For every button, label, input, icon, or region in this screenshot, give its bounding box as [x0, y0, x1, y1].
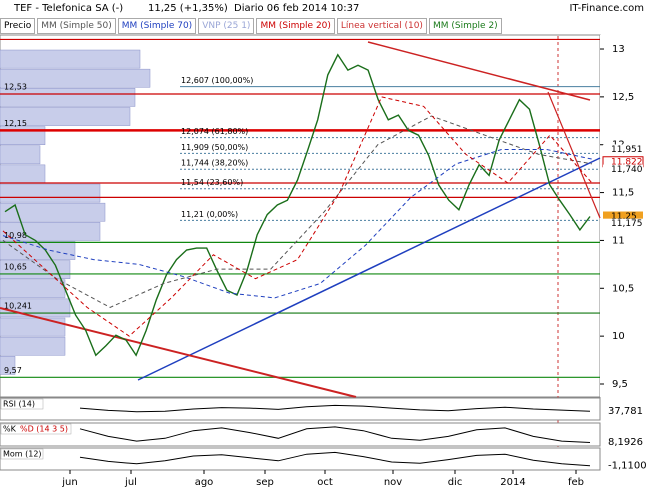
legend-item: MM (Simple 50): [37, 18, 116, 34]
price-tag-label: 11,740: [611, 165, 643, 175]
trend-line: [0, 307, 357, 398]
fib-label: 12,607 (100,00%): [181, 76, 253, 85]
series-line: [2, 96, 593, 337]
fib-label: 11,909 (50,00%): [181, 143, 248, 152]
volume-bar: [0, 164, 46, 184]
legend: Precio MM (Simple 50) MM (Simple 70) VNP (2…: [0, 18, 600, 34]
x-tick-label: jul: [124, 477, 137, 488]
volume-bar: [0, 68, 151, 88]
indicator-value: 37,781: [608, 406, 643, 417]
panel-label-bg: [0, 398, 44, 410]
volume-bar: [0, 183, 101, 203]
level-label: 10,98: [4, 231, 27, 240]
period: Diario 06 feb 2014 10:37: [234, 3, 360, 14]
indicator-line: [79, 451, 591, 467]
panel-frame: [0, 422, 601, 447]
legend-item: VNP (25 1): [198, 18, 255, 34]
price-tag-label: 11,822: [611, 157, 643, 167]
y-tick-label: 12,5: [612, 92, 634, 103]
y-tick-label: 13: [612, 44, 625, 55]
series-line: [2, 149, 593, 299]
panel-label-bg: [0, 448, 44, 460]
indicator-line: [79, 426, 591, 443]
price-tag-label: 11,25: [611, 212, 637, 222]
y-tick-label: 11,5: [612, 188, 634, 199]
x-tick-label: dic: [448, 477, 463, 488]
indicator-value: -1,1100: [608, 461, 647, 472]
y-tick-label: 10: [612, 331, 625, 342]
price-tag: [603, 164, 643, 175]
fib-label: 12,074 (61,80%): [181, 127, 248, 136]
header: TEF - Telefonica SA (-) 11,25 (+1,35%) D…: [0, 0, 650, 18]
volume-bar: [0, 356, 16, 375]
panel-title: RSI (14): [3, 400, 35, 409]
x-tick-label: ago: [195, 477, 214, 488]
x-tick-label: 2014: [500, 477, 525, 488]
legend-item: Línea vertical (10): [336, 18, 427, 34]
x-tick-label: nov: [384, 477, 402, 488]
price-tag-label: 11,175: [611, 219, 643, 229]
level-label: 9,57: [4, 366, 22, 375]
legend-item: MM (Simple 20): [256, 18, 335, 34]
x-tick-label: jun: [61, 477, 77, 488]
volume-bar: [0, 88, 136, 107]
x-tick-label: oct: [317, 477, 333, 488]
indicator-value: 8,1926: [608, 437, 643, 448]
legend-item: Precio: [0, 18, 36, 34]
trend-line: [367, 41, 591, 101]
y-tick-label: 9,5: [612, 379, 628, 390]
level-label: 12,53: [4, 82, 27, 91]
level-label: 10,65: [4, 262, 27, 271]
trend-line: [137, 157, 601, 381]
panel-title: %K: [3, 425, 17, 434]
price-tag-label: 11,951: [611, 145, 643, 155]
volume-bar: [0, 222, 101, 241]
volume-bar: [0, 107, 131, 126]
legend-item: MM (Simple 2): [428, 18, 502, 34]
x-tick-label: sep: [256, 477, 274, 488]
series-line: [4, 53, 591, 357]
panel-subtitle: %D (14 3 5): [20, 425, 68, 434]
price-tag: [603, 218, 643, 229]
symbol: TEF - Telefonica SA (-): [14, 3, 124, 14]
indicator-line: [79, 404, 591, 413]
panel-title: Mom (12): [3, 450, 42, 459]
fib-label: 11,54 (23,60%): [181, 178, 243, 187]
volume-bar: [0, 241, 76, 260]
volume-bar: [0, 279, 66, 299]
price-tag: [603, 144, 643, 155]
panel-label-bg: [0, 423, 72, 435]
panel-frame: [0, 397, 601, 421]
volume-bar: [0, 336, 66, 356]
fib-label: 11,21 (0,00%): [181, 210, 238, 219]
legend-item: MM (Simple 70): [117, 18, 197, 34]
trend-line: [547, 91, 601, 219]
level-label: 10,241: [4, 302, 32, 311]
panel-frame: [0, 447, 601, 471]
volume-bar: [0, 202, 106, 222]
volume-bar: [0, 49, 141, 69]
y-tick-label: 11: [612, 235, 625, 246]
level-label: 12,15: [4, 119, 27, 128]
fib-label: 11,744 (38,20%): [181, 159, 248, 168]
quote: 11,25 (+1,35%): [148, 3, 228, 14]
volume-bar: [0, 317, 66, 337]
brand: IT-Finance.com: [569, 3, 644, 14]
volume-bar: [0, 145, 41, 165]
x-tick-label: feb: [568, 477, 584, 488]
y-tick-label: 10,5: [612, 283, 634, 294]
price-tag: [603, 211, 643, 222]
